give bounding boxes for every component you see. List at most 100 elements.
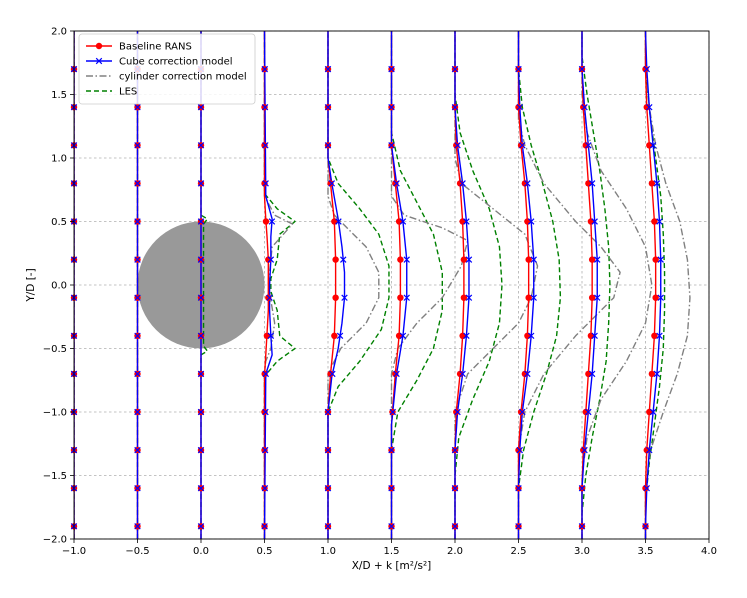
rans-marker <box>648 180 656 187</box>
cube-marker <box>134 218 141 225</box>
cube-marker <box>197 370 205 378</box>
cube-marker <box>594 294 601 301</box>
cube-marker <box>134 180 141 187</box>
cube-marker <box>515 65 522 73</box>
cube-marker <box>649 408 657 416</box>
cube-marker <box>197 103 205 111</box>
legend-label: cylinder correction model <box>119 72 247 83</box>
series-line-les <box>390 31 443 539</box>
cube-marker <box>134 408 141 416</box>
series-line-les <box>327 31 390 539</box>
cube-marker <box>134 446 141 454</box>
cube-marker <box>653 370 661 378</box>
cube-marker <box>527 218 535 225</box>
cube-marker <box>643 484 650 492</box>
rans-marker <box>453 408 460 416</box>
rans-marker <box>651 218 658 225</box>
legend: Baseline RANS Cube correction model cylind… <box>78 33 256 105</box>
cube-marker <box>262 370 269 378</box>
cube-marker <box>388 65 395 73</box>
cube-marker <box>591 332 598 340</box>
cube-marker <box>657 294 664 301</box>
series-line-les <box>517 31 562 539</box>
x-tick-label: 4.0 <box>701 546 717 557</box>
cube-marker <box>515 484 522 492</box>
rans-marker <box>261 180 268 187</box>
series-line-baseline-rans <box>454 31 465 539</box>
cube-marker <box>388 446 395 454</box>
cube-marker <box>134 294 141 301</box>
rans-marker <box>265 294 272 301</box>
cube-marker <box>324 408 332 416</box>
cube-marker <box>388 523 395 530</box>
cube-marker <box>646 103 653 111</box>
rans-marker <box>460 256 468 263</box>
cube-marker <box>197 218 205 225</box>
y-tick-label: 2.0 <box>51 27 67 38</box>
cube-marker <box>197 256 205 263</box>
legend-label: Baseline RANS <box>119 42 192 53</box>
cube-marker <box>465 256 473 263</box>
rans-marker <box>327 180 334 187</box>
rans-marker <box>262 218 270 225</box>
rans-marker <box>517 408 525 416</box>
series-line-cube-correction-model <box>581 31 598 539</box>
rans-marker <box>642 65 649 73</box>
x-axis-label: X/D + k [m²/s²] <box>352 560 432 572</box>
cube-marker <box>399 218 407 225</box>
cube-marker <box>465 294 473 301</box>
rans-marker <box>525 294 532 301</box>
cube-marker <box>261 484 269 492</box>
cube-marker <box>451 446 459 454</box>
cube-marker <box>336 332 344 340</box>
cube-marker <box>261 446 269 454</box>
x-tick-label: 1.5 <box>384 546 400 557</box>
x-tick-label: 3.5 <box>638 546 654 557</box>
cube-marker <box>451 65 459 73</box>
cube-marker <box>403 294 410 301</box>
cube-marker <box>328 180 336 187</box>
rans-marker <box>525 256 532 263</box>
series-line-baseline-rans <box>263 31 270 539</box>
series-line-baseline-rans <box>581 31 593 539</box>
cube-marker <box>530 294 537 301</box>
cube-marker <box>268 218 276 225</box>
cube-marker <box>340 256 347 263</box>
cube-marker <box>262 408 269 416</box>
series-line-cube-correction-model <box>454 31 470 539</box>
cube-marker <box>197 142 205 149</box>
cube-marker <box>643 65 650 73</box>
cube-marker <box>581 446 588 454</box>
cube-marker <box>459 370 466 378</box>
cube-marker <box>134 332 141 340</box>
x-tick-label: −0.5 <box>125 546 149 557</box>
cube-marker <box>329 370 336 378</box>
cube-marker <box>324 103 332 111</box>
cube-marker <box>451 523 459 530</box>
cube-marker <box>389 408 396 416</box>
rans-marker <box>580 104 587 111</box>
legend-box <box>78 33 256 105</box>
x-tick-label: 1.0 <box>320 546 336 557</box>
cube-marker <box>134 523 141 530</box>
y-tick-label: −1.0 <box>43 408 67 419</box>
cube-marker <box>262 180 269 187</box>
cube-marker <box>656 218 663 225</box>
series-line-cylinder-correction-model <box>263 31 294 539</box>
series-line-les <box>644 31 666 539</box>
legend-label: LES <box>119 87 137 98</box>
cube-marker <box>403 256 410 263</box>
cube-marker <box>653 180 661 187</box>
series-line-baseline-rans <box>644 31 657 539</box>
x-tick-label: 2.5 <box>511 546 527 557</box>
rans-marker <box>588 256 596 263</box>
series-line-cylinder-correction-model <box>390 31 469 539</box>
rans-marker <box>392 180 399 187</box>
cube-marker <box>588 180 596 187</box>
cube-marker <box>134 256 141 263</box>
rans-marker <box>261 370 268 378</box>
cube-marker <box>324 65 332 73</box>
axis-ticks: −1.0 −0.5 0.0 0.5 1.0 1.5 2.0 2.5 3.0 3.5 4.0−2.0−… <box>43 27 717 558</box>
series-line-cube-correction-model <box>517 31 535 539</box>
